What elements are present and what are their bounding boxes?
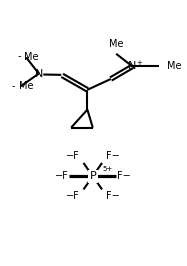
Text: P: P: [89, 171, 96, 181]
Text: −F: −F: [66, 191, 80, 201]
Text: −F: −F: [55, 171, 68, 181]
Text: Me: Me: [24, 52, 39, 61]
Text: F−: F−: [117, 171, 131, 181]
Text: Me: Me: [19, 81, 33, 91]
Text: F−: F−: [106, 191, 119, 201]
Text: Me: Me: [167, 61, 181, 71]
Text: Me: Me: [109, 39, 123, 49]
Text: -: -: [17, 52, 21, 61]
Text: 5+: 5+: [102, 166, 112, 172]
Text: −F: −F: [66, 151, 80, 161]
Text: N: N: [35, 69, 43, 79]
Text: +: +: [137, 60, 142, 66]
Text: F−: F−: [106, 151, 119, 161]
Text: -: -: [12, 81, 15, 91]
Text: N: N: [128, 61, 137, 71]
